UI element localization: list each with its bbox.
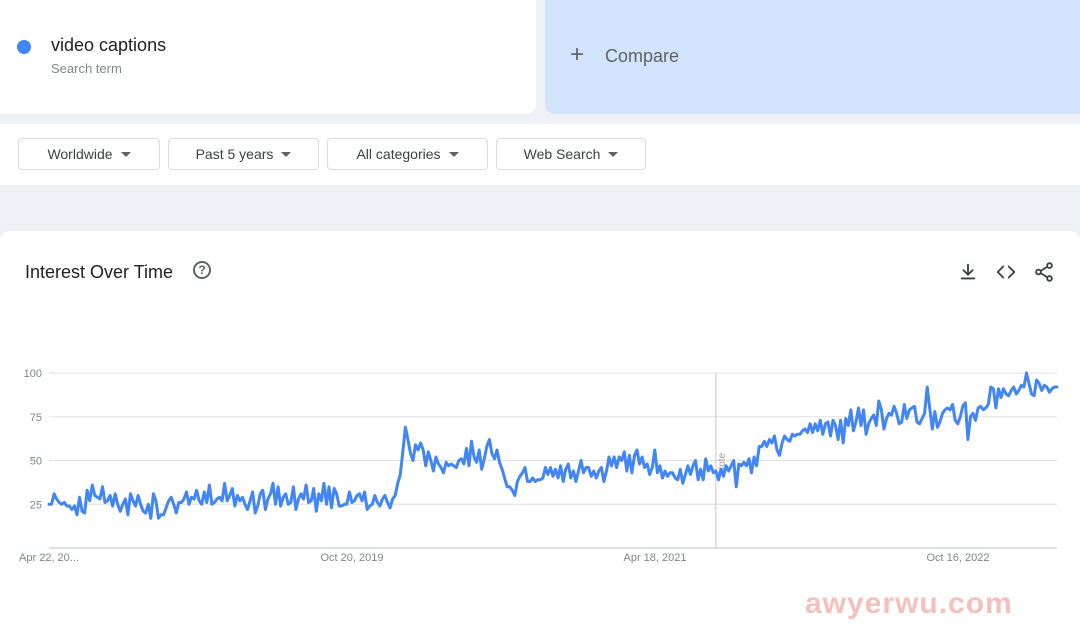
region-filter-dropdown[interactable]: Worldwide [18, 138, 160, 170]
y-tick-label: 75 [30, 412, 42, 424]
term-color-dot [17, 40, 31, 54]
search-type-filter-label: Web Search [523, 146, 601, 162]
filter-bar: Worldwide Past 5 years All categories We… [0, 124, 1080, 185]
chart-title: Interest Over Time [25, 262, 174, 282]
caret-down-icon [281, 151, 292, 157]
category-filter-dropdown[interactable]: All categories [327, 138, 488, 170]
caret-down-icon [448, 151, 459, 157]
note-annotation-label: Note [717, 452, 728, 474]
help-circle-icon[interactable]: ? [193, 261, 211, 279]
x-tick-label: Oct 16, 2022 [927, 552, 990, 564]
search-term-card[interactable]: video captions Search term [0, 0, 536, 114]
x-tick-label: Oct 20, 2019 [321, 552, 384, 564]
share-icon[interactable] [1033, 261, 1055, 283]
caret-down-icon [608, 151, 619, 157]
y-tick-label: 50 [30, 456, 42, 468]
watermark-text: awyerwu.com [805, 587, 1013, 620]
compare-label: Compare [605, 46, 680, 66]
category-filter-label: All categories [356, 146, 441, 162]
embed-code-icon[interactable] [995, 261, 1017, 283]
compare-button[interactable]: + Compare [545, 0, 1080, 114]
interest-over-time-card: Interest Over Time ? [0, 231, 1080, 633]
download-icon[interactable] [957, 261, 979, 283]
search-term-name[interactable]: video captions [51, 35, 167, 55]
region-filter-label: Worldwide [47, 146, 113, 162]
search-type-filter-dropdown[interactable]: Web Search [496, 138, 646, 170]
search-term-subtitle: Search term [51, 61, 122, 76]
caret-down-icon [120, 151, 131, 157]
plus-icon: + [570, 41, 585, 68]
time-range-filter-dropdown[interactable]: Past 5 years [168, 138, 319, 170]
x-tick-label: Apr 22, 20... [19, 552, 79, 564]
time-range-filter-label: Past 5 years [195, 146, 274, 162]
series-line [47, 371, 1059, 520]
y-tick-label: 100 [24, 368, 42, 380]
y-tick-label: 25 [30, 499, 42, 511]
x-tick-label: Apr 18, 2021 [624, 552, 687, 564]
